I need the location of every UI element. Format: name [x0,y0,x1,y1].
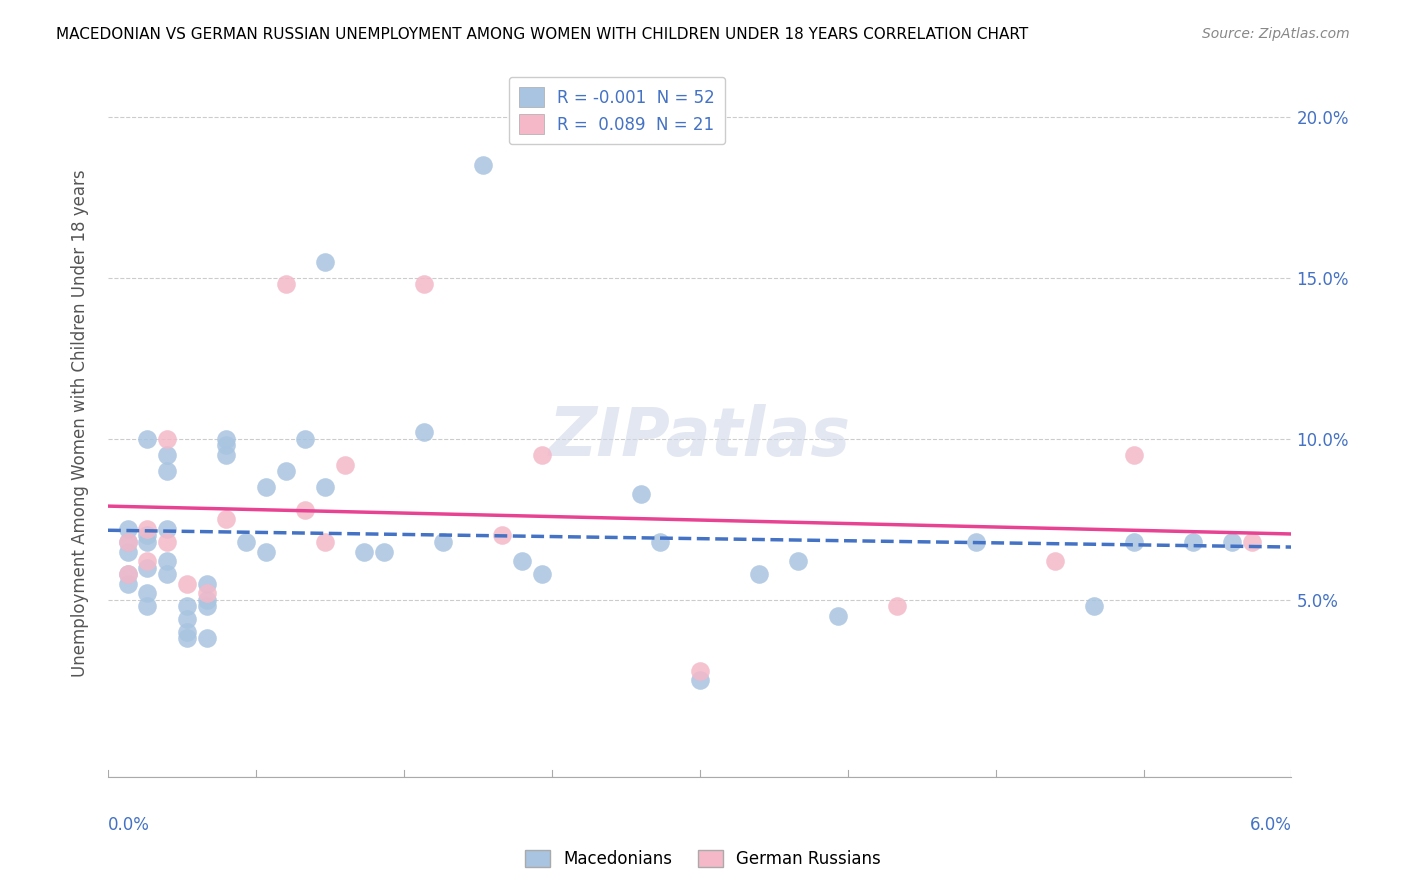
Point [195,592,218,607]
Point [530,567,553,582]
Point [117,534,139,549]
Text: Source: ZipAtlas.com: Source: ZipAtlas.com [1202,27,1350,41]
Text: MACEDONIAN VS GERMAN RUSSIAN UNEMPLOYMENT AMONG WOMEN WITH CHILDREN UNDER 18 YEA: MACEDONIAN VS GERMAN RUSSIAN UNEMPLOYMEN… [56,27,1029,42]
Point [689,664,711,678]
Point [136,528,159,542]
Point [117,544,139,558]
Point [274,277,297,292]
Point [235,534,257,549]
Point [353,544,375,558]
Point [136,599,159,614]
Point [195,632,218,646]
Point [156,554,179,568]
Point [117,567,139,582]
Point [965,534,987,549]
Point [886,599,908,614]
Point [294,432,316,446]
Point [827,609,849,624]
Point [530,448,553,462]
Point [176,632,198,646]
Point [748,567,770,582]
Point [412,277,434,292]
Point [136,522,159,536]
Y-axis label: Unemployment Among Women with Children Under 18 years: Unemployment Among Women with Children U… [72,169,89,676]
Point [650,534,672,549]
Point [156,464,179,478]
Point [510,554,533,568]
Point [432,534,454,549]
Point [787,554,810,568]
Legend: Macedonians, German Russians: Macedonians, German Russians [519,843,887,875]
Point [274,464,297,478]
Point [1122,534,1144,549]
Point [491,528,513,542]
Point [314,480,336,494]
Point [294,502,316,516]
Point [195,586,218,600]
Point [1122,448,1144,462]
Point [1240,534,1263,549]
Point [195,576,218,591]
Point [412,425,434,440]
Point [117,534,139,549]
Point [117,576,139,591]
Point [156,432,179,446]
Point [254,544,277,558]
Point [156,567,179,582]
Text: 0.0%: 0.0% [108,815,150,834]
Point [254,480,277,494]
Text: ZIPatlas: ZIPatlas [548,404,851,470]
Point [176,612,198,626]
Point [215,448,238,462]
Point [1083,599,1105,614]
Point [373,544,395,558]
Point [630,486,652,500]
Point [333,458,356,472]
Point [314,254,336,268]
Point [176,625,198,640]
Point [117,567,139,582]
Point [314,534,336,549]
Point [689,673,711,688]
Point [1220,534,1243,549]
Point [176,599,198,614]
Point [117,522,139,536]
Point [156,534,179,549]
Point [176,576,198,591]
Text: 6.0%: 6.0% [1250,815,1292,834]
Point [1043,554,1066,568]
Point [215,512,238,526]
Point [156,522,179,536]
Point [1181,534,1204,549]
Point [215,432,238,446]
Legend: R = -0.001  N = 52, R =  0.089  N = 21: R = -0.001 N = 52, R = 0.089 N = 21 [509,77,725,145]
Point [471,158,494,172]
Point [136,534,159,549]
Point [195,599,218,614]
Point [136,432,159,446]
Point [136,554,159,568]
Point [215,438,238,452]
Point [136,560,159,574]
Point [156,448,179,462]
Point [136,586,159,600]
